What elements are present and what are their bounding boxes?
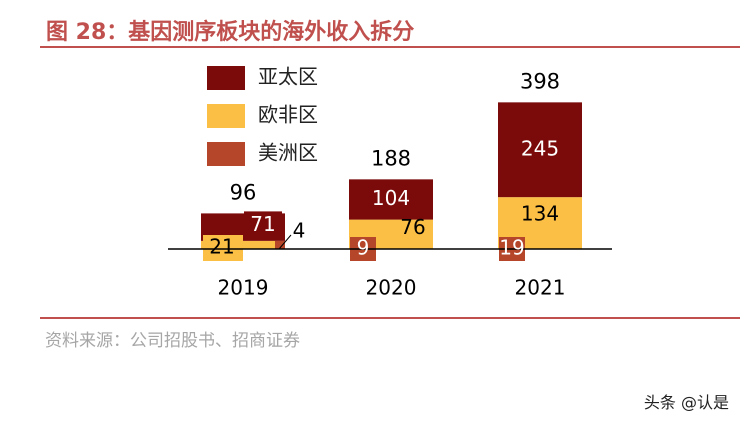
- label-asia-pacific-2021: 245: [521, 136, 559, 160]
- bar-asia-pacific-2020: [349, 179, 433, 220]
- legend-label-0: 亚太区: [258, 65, 318, 89]
- legend-swatch-0: [207, 66, 245, 90]
- x-tick-2020: 2020: [366, 276, 417, 300]
- figure-title: 图 28：基因测序板块的海外收入拆分: [46, 20, 415, 45]
- label-total-2020: 188: [371, 146, 411, 170]
- title-underline: [40, 46, 740, 48]
- label-europe-africa-2019: 21: [209, 235, 234, 259]
- label-americas-2021: 19: [499, 236, 524, 260]
- watermark: 头条 @认是: [643, 393, 729, 412]
- label-bg-asia-pacific-2019: [244, 211, 282, 240]
- label-total-2019: 96: [230, 180, 257, 204]
- chart-labels: 4 21 71 96 2019 9 76 104 188 2020 19 134 245 398 2021: [209, 69, 565, 299]
- label-asia-pacific-2020: 104: [372, 186, 410, 210]
- legend-swatch-1: [207, 104, 245, 128]
- label-asia-pacific-2019: 71: [250, 212, 275, 236]
- chart-bars: [201, 102, 582, 261]
- americas-leader-2019: [278, 234, 292, 250]
- legend-swatch-2: [207, 142, 245, 166]
- chart-bottom-rule: [40, 317, 740, 319]
- legend-label-2: 美洲区: [258, 141, 318, 165]
- label-americas-2019: 4: [293, 219, 306, 243]
- bar-americas-2019: [275, 241, 285, 249]
- bar-asia-pacific-2021: [498, 102, 582, 198]
- source-note: 资料来源：公司招股书、招商证券: [45, 331, 300, 351]
- label-bg-europe-africa-2019: [203, 235, 243, 261]
- label-americas-2020: 9: [357, 236, 370, 260]
- x-tick-2021: 2021: [515, 276, 566, 300]
- label-europe-africa-2020: 76: [400, 215, 425, 239]
- label-europe-africa-2021: 134: [521, 202, 559, 226]
- label-total-2021: 398: [520, 69, 560, 93]
- x-tick-2019: 2019: [218, 276, 269, 300]
- legend-label-1: 欧非区: [258, 103, 318, 127]
